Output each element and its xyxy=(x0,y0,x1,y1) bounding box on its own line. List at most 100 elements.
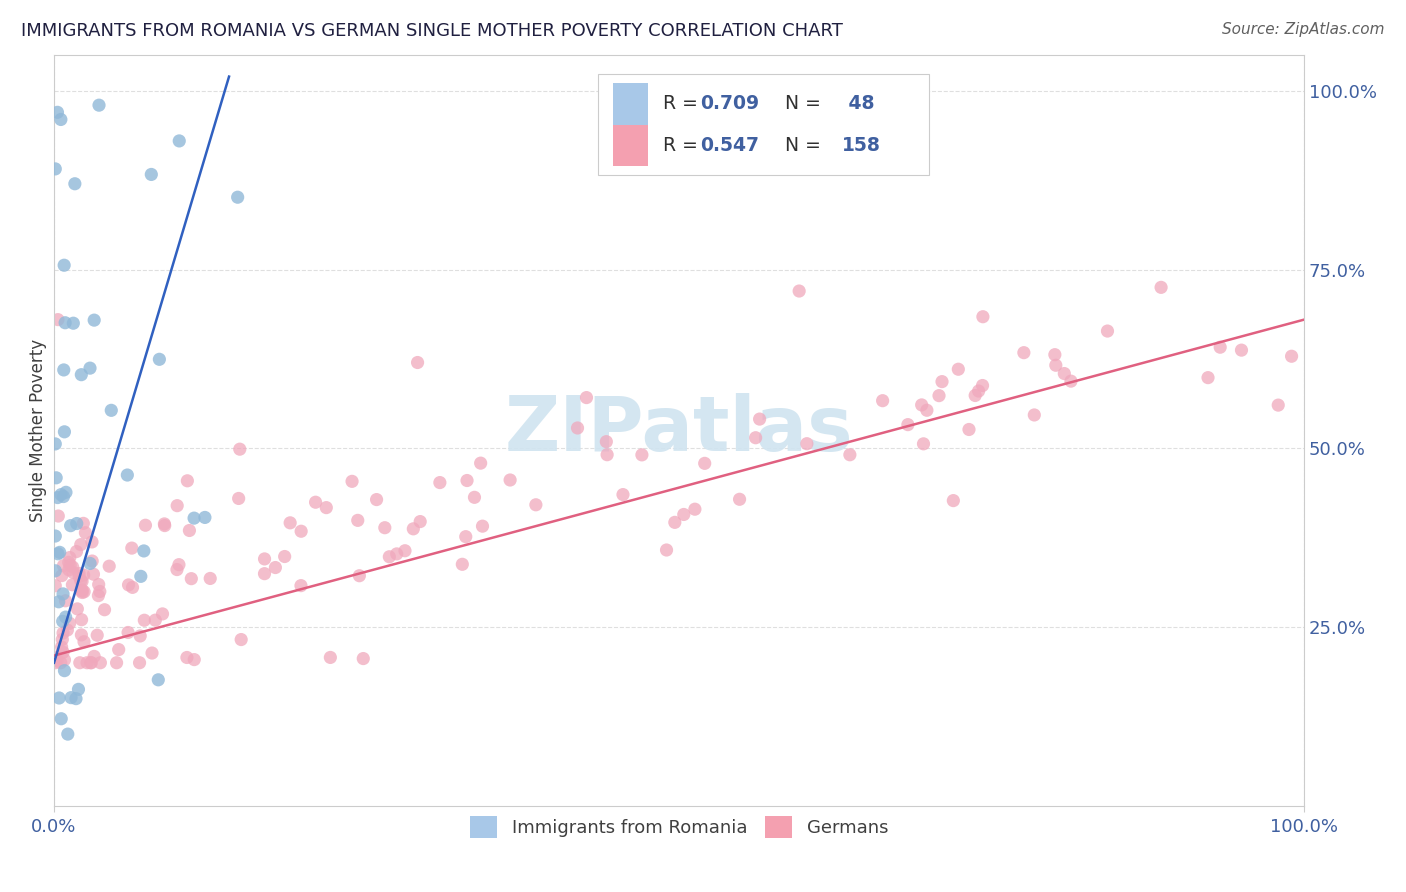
Point xyxy=(454,530,477,544)
Point xyxy=(76,656,98,670)
Point xyxy=(49,488,72,502)
Point xyxy=(63,177,86,191)
Point xyxy=(93,603,115,617)
Legend: Immigrants from Romania, Germans: Immigrants from Romania, Germans xyxy=(463,809,896,846)
Point xyxy=(1043,348,1066,362)
Point xyxy=(1045,358,1067,372)
Point xyxy=(121,580,143,594)
Point xyxy=(744,431,766,445)
Point xyxy=(55,485,77,500)
Point xyxy=(948,362,970,376)
Point xyxy=(366,492,388,507)
Point xyxy=(1150,280,1173,294)
Text: N =: N = xyxy=(773,95,827,113)
Point xyxy=(429,475,451,490)
Bar xyxy=(613,83,648,125)
Point xyxy=(83,313,105,327)
Point xyxy=(73,634,96,648)
Text: IMMIGRANTS FROM ROMANIA VS GERMAN SINGLE MOTHER POVERTY CORRELATION CHART: IMMIGRANTS FROM ROMANIA VS GERMAN SINGLE… xyxy=(21,22,844,40)
Bar xyxy=(613,125,648,166)
Point xyxy=(52,587,75,601)
Point xyxy=(75,525,97,540)
Point xyxy=(70,368,93,382)
Text: Source: ZipAtlas.com: Source: ZipAtlas.com xyxy=(1222,22,1385,37)
Point xyxy=(1230,343,1253,358)
Point xyxy=(52,615,75,629)
Point xyxy=(55,610,77,624)
Point xyxy=(385,547,408,561)
Point xyxy=(378,549,401,564)
Point xyxy=(73,568,96,582)
Point xyxy=(141,646,163,660)
Point xyxy=(86,628,108,642)
Point xyxy=(1012,345,1035,359)
Point xyxy=(44,564,66,578)
Point xyxy=(66,602,89,616)
Point xyxy=(48,595,70,609)
Point xyxy=(66,516,89,531)
Point xyxy=(60,690,83,705)
Point xyxy=(575,391,598,405)
Point xyxy=(53,258,76,272)
Point xyxy=(957,422,980,436)
Point xyxy=(59,616,82,631)
Point xyxy=(406,355,429,369)
Point xyxy=(46,509,69,524)
Point xyxy=(56,727,79,741)
Point xyxy=(1267,398,1289,412)
Point xyxy=(51,712,73,726)
Point xyxy=(44,161,66,176)
Point xyxy=(67,682,90,697)
Point xyxy=(290,524,312,539)
Y-axis label: Single Mother Poverty: Single Mother Poverty xyxy=(30,339,46,522)
Text: ZIPatlas: ZIPatlas xyxy=(505,393,853,467)
Point xyxy=(98,559,121,574)
Point xyxy=(748,412,770,426)
Point xyxy=(82,554,104,568)
Point xyxy=(72,516,94,531)
Point xyxy=(1097,324,1119,338)
Point xyxy=(51,640,73,654)
Point xyxy=(79,656,101,670)
Point xyxy=(87,577,110,591)
Point xyxy=(228,491,250,506)
Point xyxy=(132,544,155,558)
Point xyxy=(346,513,368,527)
Point xyxy=(928,389,950,403)
Point xyxy=(1281,349,1303,363)
Point xyxy=(79,557,101,571)
Point xyxy=(304,495,326,509)
Point xyxy=(105,656,128,670)
Point xyxy=(49,656,72,670)
Point xyxy=(52,626,75,640)
Point xyxy=(70,584,93,599)
Point xyxy=(672,508,695,522)
Point xyxy=(69,538,91,552)
Point xyxy=(456,474,478,488)
Point xyxy=(59,550,82,565)
Point xyxy=(73,584,96,599)
Point xyxy=(148,673,170,687)
Point xyxy=(134,613,156,627)
Point xyxy=(402,522,425,536)
Point xyxy=(942,493,965,508)
Point xyxy=(52,363,75,377)
Point xyxy=(58,563,80,577)
Point xyxy=(1209,340,1232,354)
Point xyxy=(62,560,84,574)
Point xyxy=(70,628,93,642)
Point xyxy=(107,642,129,657)
Point xyxy=(117,468,139,483)
Point xyxy=(148,352,170,367)
Point xyxy=(340,475,363,489)
Point xyxy=(200,571,222,585)
Point xyxy=(59,518,82,533)
Point xyxy=(612,487,634,501)
Point xyxy=(796,436,818,450)
Point xyxy=(631,448,654,462)
Point xyxy=(53,664,76,678)
Point xyxy=(226,190,249,204)
Point xyxy=(693,456,716,470)
Point xyxy=(231,632,253,647)
Point xyxy=(143,613,166,627)
